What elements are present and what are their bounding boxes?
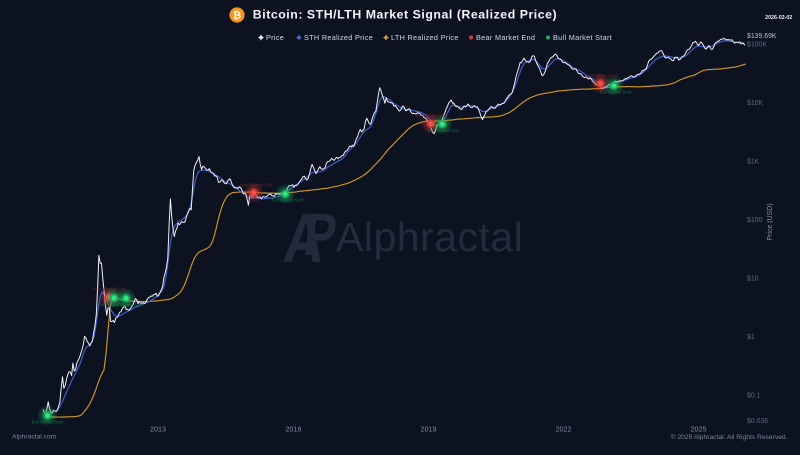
svg-text:P: P [300, 201, 340, 268]
svg-text:$10: $10 [747, 276, 759, 283]
svg-text:$139.69K: $139.69K [747, 33, 777, 40]
svg-text:LTH Realized Price: LTH Realized Price [391, 33, 459, 42]
svg-text:Bear Market End: Bear Market End [585, 73, 618, 78]
svg-text:Bull Market Start: Bull Market Start [553, 33, 612, 42]
svg-text:Bull Market Start: Bull Market Start [99, 302, 132, 307]
svg-text:Bull Market Start: Bull Market Start [600, 90, 633, 95]
svg-text:2016: 2016 [286, 425, 302, 434]
svg-text:Price (USD): Price (USD) [767, 203, 774, 240]
svg-text:₿: ₿ [233, 10, 242, 22]
svg-text:© 2025 Alphractal. All Rights: © 2025 Alphractal. All Rights Reserved. [671, 433, 788, 441]
svg-text:A: A [280, 200, 329, 277]
svg-text:Bear Market End: Bear Market End [476, 33, 535, 42]
svg-text:2013: 2013 [150, 425, 166, 434]
svg-text:Bull Market Start: Bull Market Start [272, 198, 305, 203]
svg-text:Bitcoin: STH/LTH Market Signal: Bitcoin: STH/LTH Market Signal (Realized… [253, 8, 557, 22]
svg-text:Bull Market Start: Bull Market Start [32, 420, 65, 425]
svg-text:Bear Market End: Bear Market End [93, 287, 126, 292]
svg-text:Bull Market Start: Bull Market Start [428, 128, 461, 133]
svg-text:$0.1: $0.1 [747, 393, 761, 400]
svg-text:$100: $100 [747, 217, 762, 224]
svg-text:$1: $1 [747, 334, 755, 341]
svg-text:$1K: $1K [747, 159, 760, 166]
svg-text:$100K: $100K [747, 42, 767, 49]
svg-text:Price: Price [266, 33, 284, 42]
svg-text:Bear Market End: Bear Market End [240, 183, 273, 188]
svg-text:STH Realized Price: STH Realized Price [304, 33, 373, 42]
svg-text:$10K: $10K [747, 100, 763, 107]
svg-text:Alphractal.com: Alphractal.com [12, 434, 57, 441]
svg-text:2026-02-02: 2026-02-02 [765, 15, 792, 21]
svg-text:Bull Market Start: Bull Market Start [112, 303, 145, 308]
svg-text:Alphractal: Alphractal [336, 214, 523, 260]
svg-text:2025: 2025 [691, 425, 707, 434]
svg-text:$0.036: $0.036 [747, 418, 768, 425]
svg-text:2022: 2022 [556, 425, 572, 434]
svg-text:2019: 2019 [421, 425, 437, 434]
svg-text:Bear Market End: Bear Market End [415, 113, 448, 118]
